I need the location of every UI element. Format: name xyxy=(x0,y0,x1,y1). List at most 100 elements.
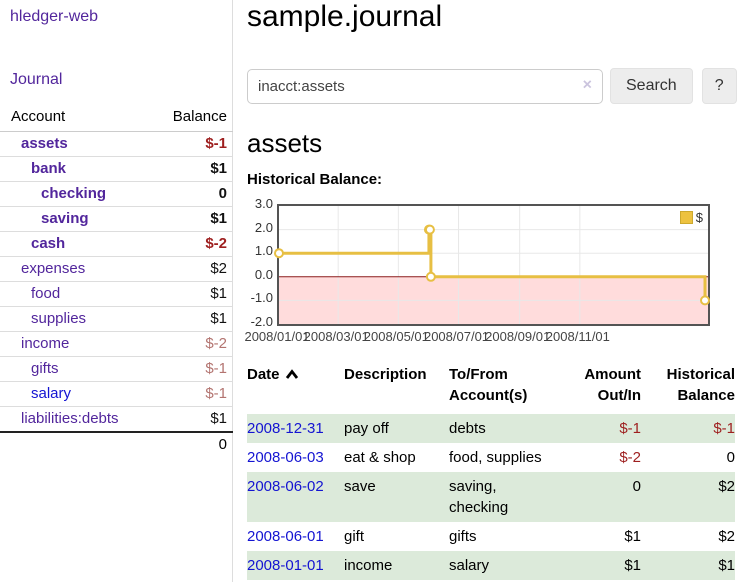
account-balance: 0 xyxy=(218,185,227,202)
chart-legend: $ xyxy=(677,209,705,226)
sidebar-item-journal[interactable]: Journal xyxy=(10,71,63,88)
account-link[interactable]: bank xyxy=(31,160,67,177)
transaction-description: gift xyxy=(344,528,365,545)
account-balance: $-2 xyxy=(205,235,227,252)
register-header-date[interactable]: Date xyxy=(247,360,344,414)
transaction-date-link[interactable]: 2008-12-31 xyxy=(247,420,324,437)
account-cell: salary xyxy=(0,382,155,407)
y-axis-tick-label: 3.0 xyxy=(254,196,273,211)
transaction-description: eat & shop xyxy=(344,449,416,466)
transaction-date-link[interactable]: 2008-06-01 xyxy=(247,528,324,545)
search-input[interactable] xyxy=(247,68,603,104)
account-row: supplies $1 xyxy=(0,307,233,332)
y-axis-tick-label: -1.0 xyxy=(250,290,273,306)
transaction-amount: $1 xyxy=(624,557,641,574)
account-balance: $1 xyxy=(210,310,227,327)
accounts-table-header: Account Balance xyxy=(0,103,233,132)
transaction-balance: $1 xyxy=(718,557,735,574)
account-link[interactable]: assets xyxy=(21,135,68,152)
account-link[interactable]: income xyxy=(21,335,70,352)
transaction-accounts: food, supplies xyxy=(449,449,542,466)
account-link[interactable]: expenses xyxy=(21,260,86,277)
account-row: checking 0 xyxy=(0,182,233,207)
y-axis-tick-label: 0.0 xyxy=(254,266,273,282)
accounts-table: Account Balance assets $-1 bank $1 checking 0… xyxy=(0,103,233,457)
transaction-amount: 0 xyxy=(632,478,641,495)
register-header-description: Description xyxy=(344,366,427,383)
account-heading: assets xyxy=(247,128,323,158)
transaction-row: 2008-12-31 pay off debts $-1 $-1 xyxy=(247,414,735,443)
account-balance: $-1 xyxy=(205,360,227,377)
register-header-row: Date Description To/From Account(s) Amou… xyxy=(247,360,735,414)
account-row: liabilities:debts $1 xyxy=(0,407,233,433)
account-balance: $-2 xyxy=(205,335,227,352)
account-row: salary $-1 xyxy=(0,382,233,407)
account-balance: $1 xyxy=(210,210,227,227)
transaction-accounts: debts xyxy=(449,420,486,437)
account-link[interactable]: checking xyxy=(41,185,107,202)
sidebar: hledger-web Journal Account Balance asse… xyxy=(0,0,233,582)
account-link[interactable]: saving xyxy=(41,210,89,227)
account-cell: food xyxy=(0,282,155,307)
x-axis-tick-label: 2008/11/01 xyxy=(545,329,610,344)
account-balance: $1 xyxy=(210,410,227,427)
account-row: gifts $-1 xyxy=(0,357,233,382)
transaction-row: 2008-06-02 save saving, checking 0 $2 xyxy=(247,472,735,522)
account-row: saving $1 xyxy=(0,207,233,232)
transaction-balance: $2 xyxy=(718,528,735,545)
help-button[interactable]: ? xyxy=(701,68,737,104)
transaction-date-link[interactable]: 2008-06-02 xyxy=(247,478,324,495)
account-link[interactable]: food xyxy=(31,285,61,302)
transaction-row: 2008-06-03 eat & shop food, supplies $-2 0 xyxy=(247,443,735,472)
transaction-balance: $2 xyxy=(718,478,735,495)
account-link[interactable]: salary xyxy=(31,385,72,402)
account-cell: cash xyxy=(0,232,155,257)
transaction-balance: $-1 xyxy=(713,420,735,437)
transaction-accounts: saving, checking xyxy=(449,478,509,516)
transaction-accounts: gifts xyxy=(449,528,477,545)
search-form: × Search ? xyxy=(247,68,737,104)
transaction-description: income xyxy=(344,557,393,574)
transaction-row: 2008-01-01 income salary $1 $1 xyxy=(247,551,735,580)
app-brand-link[interactable]: hledger-web xyxy=(10,8,99,25)
accounts-header-account: Account xyxy=(0,103,155,132)
account-link[interactable]: liabilities:debts xyxy=(21,410,119,427)
account-cell: liabilities:debts xyxy=(0,407,155,433)
account-cell: income xyxy=(0,332,155,357)
account-row: income $-2 xyxy=(0,332,233,357)
legend-swatch xyxy=(679,211,693,224)
transaction-description: save xyxy=(344,478,376,495)
x-axis-tick-label: 2008/01/01 xyxy=(244,329,310,344)
transaction-date-cell: 2008-06-03 xyxy=(247,443,344,472)
account-cell: expenses xyxy=(0,257,155,282)
search-button[interactable]: Search xyxy=(610,68,693,104)
account-cell: saving xyxy=(0,207,155,232)
transaction-balance: 0 xyxy=(726,449,735,466)
account-cell: gifts xyxy=(0,357,155,382)
legend-label: $ xyxy=(695,210,703,225)
transaction-date-link[interactable]: 2008-06-03 xyxy=(247,449,324,466)
transaction-accounts: salary xyxy=(449,557,490,574)
x-axis-tick-label: 2008/05/01 xyxy=(363,329,429,344)
account-link[interactable]: cash xyxy=(31,235,66,252)
transaction-date-cell: 2008-12-31 xyxy=(247,414,344,443)
y-axis-tick-label: 2.0 xyxy=(254,219,273,235)
x-axis-tick-label: 2008/03/01 xyxy=(303,329,369,344)
x-axis-tick-label: 2008/07/01 xyxy=(423,329,490,344)
y-axis-tick-label: 1.0 xyxy=(254,243,273,259)
account-link[interactable]: supplies xyxy=(31,310,87,327)
transaction-amount: $-2 xyxy=(619,449,641,466)
transaction-amount: $1 xyxy=(624,528,641,545)
account-link[interactable]: gifts xyxy=(31,360,59,377)
accounts-header-balance: Balance xyxy=(154,103,233,132)
transaction-row: 2008-06-01 gift gifts $1 $2 xyxy=(247,522,735,551)
accounts-total-value: 0 xyxy=(154,431,233,457)
accounts-total-spacer xyxy=(0,431,155,457)
account-cell: supplies xyxy=(0,307,155,332)
chart-plot-area: $ xyxy=(274,204,710,326)
transaction-date-link[interactable]: 2008-01-01 xyxy=(247,557,324,574)
page-title: sample.journal xyxy=(247,0,443,33)
account-balance: $-1 xyxy=(205,135,227,152)
account-balance: $1 xyxy=(210,160,227,177)
clear-search-icon[interactable]: × xyxy=(582,76,592,94)
